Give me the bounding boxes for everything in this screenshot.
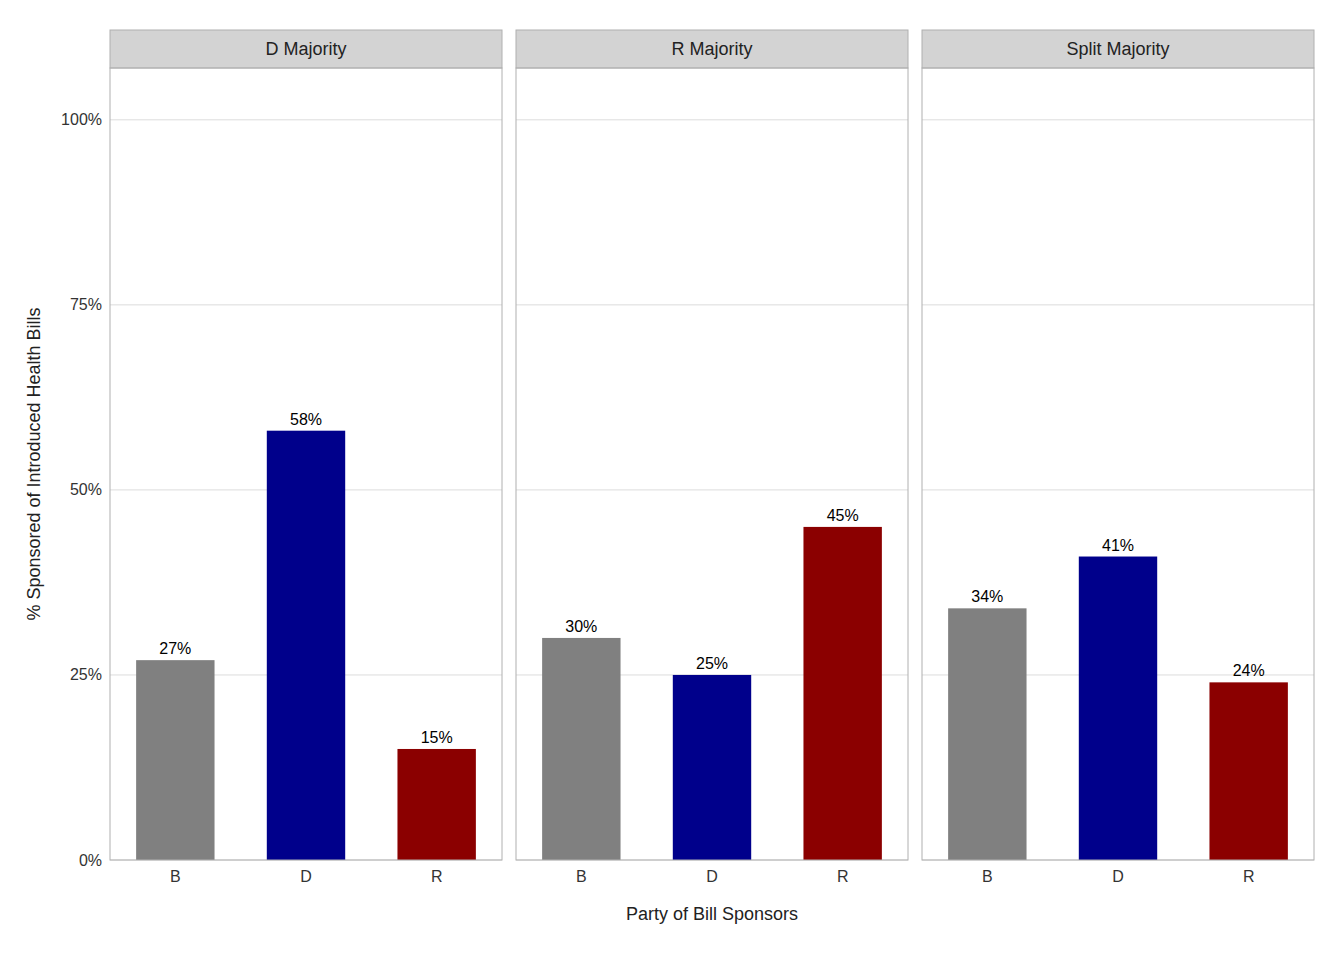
- y-tick-label: 75%: [70, 296, 102, 313]
- data-label: 24%: [1233, 662, 1265, 679]
- panel-title: D Majority: [265, 39, 346, 59]
- x-tick-label: B: [982, 868, 993, 885]
- grid-line: [110, 304, 502, 305]
- plot-frame: [516, 68, 908, 860]
- y-axis-label: % Sponsored of Introduced Health Bills: [24, 307, 44, 620]
- data-label: 15%: [421, 729, 453, 746]
- bar: [673, 675, 751, 860]
- grid-line: [922, 489, 1314, 490]
- y-tick-label: 25%: [70, 666, 102, 683]
- panel-title: Split Majority: [1066, 39, 1169, 59]
- grid-line: [516, 119, 908, 120]
- data-label: 30%: [565, 618, 597, 635]
- x-tick-label: B: [576, 868, 587, 885]
- plot-frame: [110, 68, 502, 860]
- chart: D Majority 0% 25% 50% 75% 100% 27% 58% 15% B D R % S…: [0, 0, 1344, 960]
- y-tick-label: 100%: [61, 111, 102, 128]
- grid-line: [922, 119, 1314, 120]
- x-tick-label: D: [300, 868, 312, 885]
- bar: [136, 660, 214, 860]
- bars: [948, 557, 1288, 860]
- y-tick-label: 0%: [79, 852, 102, 869]
- data-label: 41%: [1102, 537, 1134, 554]
- bar: [542, 638, 620, 860]
- panel-strip: [110, 30, 502, 68]
- bar: [1209, 682, 1287, 860]
- grid-line: [110, 119, 502, 120]
- panel: D Majority 0% 25% 50% 75% 100% 27% 58% 15% B D R % S…: [24, 30, 502, 885]
- bar: [397, 749, 475, 860]
- bars: [136, 431, 476, 860]
- bars: [542, 527, 882, 860]
- panel: Split Majority 34% 41% 24% B D R: [922, 30, 1314, 885]
- grid-line: [922, 304, 1314, 305]
- panel: R Majority 30% 25% 45% B D R Party of Bill Spon…: [516, 30, 908, 924]
- bar: [267, 431, 345, 860]
- x-tick-label: R: [837, 868, 849, 885]
- grid-line: [516, 304, 908, 305]
- x-tick-label: B: [170, 868, 181, 885]
- grid-line: [516, 489, 908, 490]
- bar: [1079, 557, 1157, 860]
- y-tick-label: 50%: [70, 481, 102, 498]
- data-label: 45%: [827, 507, 859, 524]
- x-tick-label: R: [1243, 868, 1255, 885]
- data-label: 27%: [159, 640, 191, 657]
- plot-frame: [922, 68, 1314, 860]
- panel-strip: [516, 30, 908, 68]
- background: [0, 0, 1344, 960]
- x-tick-label: R: [431, 868, 443, 885]
- data-label: 34%: [971, 588, 1003, 605]
- data-label: 58%: [290, 411, 322, 428]
- bar: [948, 608, 1026, 860]
- panel-title: R Majority: [671, 39, 752, 59]
- x-tick-label: D: [1112, 868, 1124, 885]
- x-axis-label: Party of Bill Sponsors: [626, 904, 798, 924]
- data-label: 25%: [696, 655, 728, 672]
- panel-strip: [922, 30, 1314, 68]
- x-tick-label: D: [706, 868, 718, 885]
- bar: [803, 527, 881, 860]
